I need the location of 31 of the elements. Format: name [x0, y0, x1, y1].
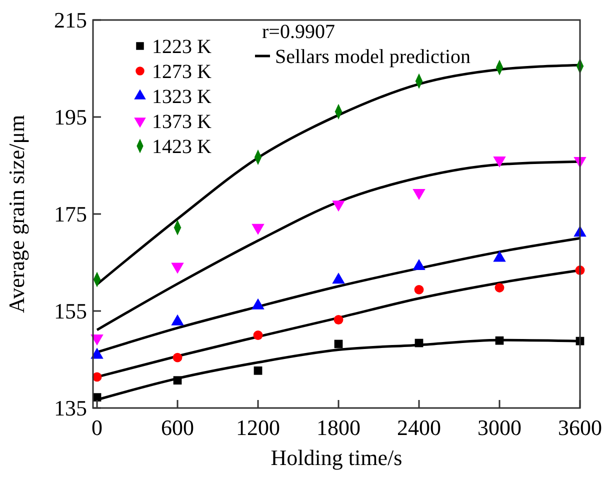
x-tick-label: 1800 [316, 415, 361, 440]
legend-label: 1273 K [152, 61, 212, 83]
y-tick-label: 215 [54, 8, 87, 33]
annotation: r=0.9907 [262, 21, 335, 43]
x-tick-label: 0 [92, 415, 103, 440]
legend-label: 1223 K [152, 36, 212, 58]
point [494, 283, 504, 292]
point [414, 338, 424, 348]
point [334, 315, 344, 324]
legend-label: 1323 K [152, 86, 212, 108]
x-axis-title: Holding time/s [270, 445, 402, 470]
x-tick-label: 3000 [478, 415, 522, 440]
y-tick-label: 195 [54, 104, 87, 130]
legend-label: Sellars model prediction [275, 46, 471, 68]
point [495, 336, 504, 345]
point [254, 366, 262, 375]
point [173, 376, 182, 385]
legend-label: 1423 K [152, 136, 212, 158]
x-tick-label: 1200 [236, 415, 280, 440]
x-tick-label: 600 [161, 415, 194, 440]
y-tick-label: 135 [54, 396, 87, 421]
point [414, 284, 424, 294]
legend-label: 1373 K [152, 111, 212, 133]
x-tick-label: 2400 [397, 415, 442, 440]
y-axis-title: Average grain size/μm [4, 114, 29, 314]
point [334, 340, 343, 348]
x-tick-label: 3600 [558, 415, 602, 440]
point [172, 352, 182, 362]
y-tick-label: 155 [54, 298, 87, 324]
y-tick-label: 175 [54, 202, 87, 227]
point [253, 330, 263, 340]
